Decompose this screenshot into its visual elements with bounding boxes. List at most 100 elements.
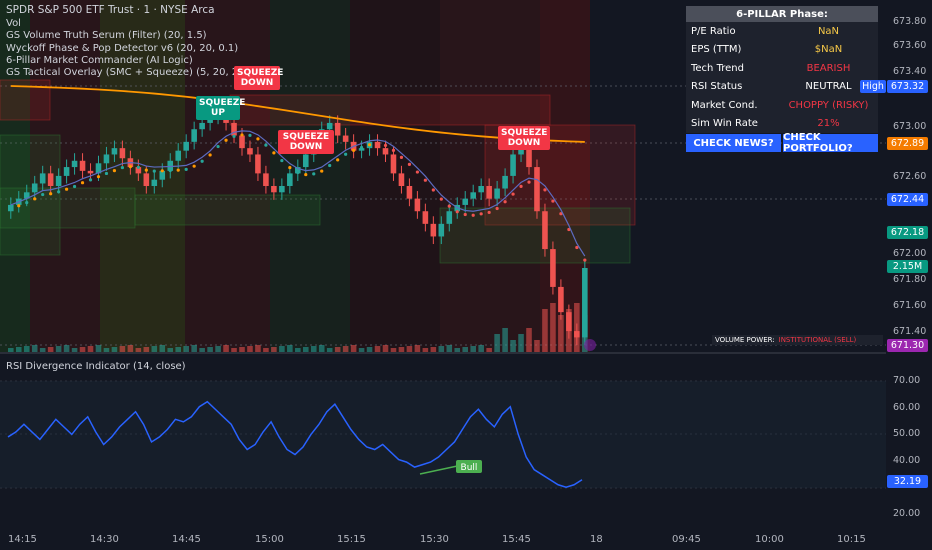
candle-body bbox=[382, 148, 389, 155]
trend-dot bbox=[543, 188, 547, 192]
pillar-row-value: $NaN bbox=[814, 44, 843, 56]
candle-body bbox=[143, 173, 150, 186]
volume-bar bbox=[454, 348, 461, 352]
trend-dot bbox=[320, 169, 324, 173]
candle-body bbox=[87, 170, 94, 174]
candle-body bbox=[486, 186, 492, 199]
sma-line bbox=[10, 130, 586, 257]
candle-body bbox=[159, 170, 166, 180]
price-tick-label: 673.60 bbox=[893, 40, 927, 51]
trend-dot bbox=[160, 169, 164, 173]
trend-dot bbox=[120, 165, 125, 170]
pillar-row-value: BEARISH bbox=[806, 62, 851, 74]
trend-dot bbox=[559, 212, 563, 216]
candle-body bbox=[239, 135, 245, 149]
volume-bar bbox=[406, 346, 413, 352]
trend-dot bbox=[479, 212, 483, 216]
check-portfolio-button[interactable]: CHECK PORTFOLIO? bbox=[783, 132, 878, 154]
check-news-button[interactable]: CHECK NEWS? bbox=[686, 134, 781, 152]
candle-body bbox=[119, 148, 126, 159]
volume-bar bbox=[414, 345, 421, 352]
volume-bar bbox=[271, 347, 277, 352]
volume-bar bbox=[231, 348, 237, 352]
volume-bar bbox=[183, 346, 189, 352]
trend-dot bbox=[336, 158, 340, 162]
market-phase-zone bbox=[270, 0, 350, 352]
time-tick-label: 15:15 bbox=[337, 534, 366, 545]
trend-dot bbox=[487, 210, 491, 215]
trend-dot bbox=[415, 170, 419, 174]
candle-body bbox=[23, 192, 30, 199]
trend-dot bbox=[447, 204, 451, 208]
trend-dot bbox=[344, 152, 348, 156]
candle-body bbox=[558, 286, 564, 313]
pillar-row: Market Cond. CHOPPY (RISKY) bbox=[686, 96, 878, 115]
candle-body bbox=[542, 211, 548, 250]
rsi-tick-label: 40.00 bbox=[893, 455, 921, 466]
candle-body bbox=[342, 135, 349, 142]
candle-body bbox=[398, 173, 405, 186]
trend-dot bbox=[256, 137, 260, 141]
volume-power-label: VOLUME POWER: bbox=[715, 336, 775, 344]
rsi-tick-label: 20.00 bbox=[893, 508, 921, 519]
pillar-row: Sim Win Rate 21% bbox=[686, 114, 878, 133]
candle-body bbox=[167, 160, 174, 171]
market-phase-zone bbox=[100, 0, 185, 352]
candle-body bbox=[470, 192, 476, 199]
price-marker-label: 673.32 bbox=[887, 80, 928, 93]
volume-bar bbox=[79, 347, 86, 352]
candle-body bbox=[247, 148, 253, 155]
candle-body bbox=[406, 186, 413, 199]
time-tick-label: 14:15 bbox=[8, 534, 37, 545]
volume-bar bbox=[31, 345, 38, 352]
volume-bar bbox=[494, 334, 500, 352]
candle-body bbox=[71, 160, 78, 168]
volume-bar bbox=[135, 348, 142, 352]
candle-body bbox=[390, 154, 397, 174]
indicator-legend-item[interactable]: GS Volume Truth Serum (Filter) (20, 1.5) bbox=[6, 30, 207, 42]
candle-body bbox=[39, 173, 46, 184]
panel-divider bbox=[0, 352, 886, 354]
candle-body bbox=[103, 154, 110, 164]
price-tick-label: 673.00 bbox=[893, 121, 927, 132]
trend-dot bbox=[455, 210, 459, 214]
market-phase-zone bbox=[540, 0, 590, 352]
indicator-legend-item[interactable]: GS Tactical Overlay (SMC + Squeeze) (5, … bbox=[6, 67, 265, 79]
volume-bar bbox=[207, 347, 213, 352]
price-marker-label: 672.89 bbox=[887, 137, 928, 150]
indicator-legend-item[interactable]: 6-Pillar Market Commander (AI Logic) bbox=[6, 54, 193, 66]
rsi-tick-label: 60.00 bbox=[893, 402, 921, 413]
volume-bar bbox=[422, 348, 429, 352]
volume-bar bbox=[342, 346, 349, 352]
trend-dot bbox=[104, 171, 109, 176]
candle-body bbox=[414, 198, 421, 212]
trend-dot bbox=[391, 148, 396, 152]
volume-bar bbox=[95, 345, 102, 352]
volume-bar bbox=[534, 340, 540, 352]
pillar-row-key: Tech Trend bbox=[691, 62, 744, 74]
lightning-icon bbox=[584, 339, 596, 351]
market-phase-zone bbox=[350, 0, 440, 352]
trend-dot bbox=[128, 164, 132, 169]
trend-dot bbox=[216, 144, 220, 149]
volume-bar bbox=[167, 348, 174, 352]
volume-bar bbox=[518, 334, 524, 352]
trend-dot bbox=[232, 134, 236, 138]
trend-dot bbox=[375, 142, 380, 146]
trend-dot bbox=[407, 162, 412, 166]
trend-dot bbox=[64, 187, 69, 191]
time-tick-label: 14:45 bbox=[172, 534, 201, 545]
volume-bar bbox=[175, 347, 182, 352]
indicator-legend-item[interactable]: Vol bbox=[6, 18, 21, 29]
bull-divergence-line bbox=[419, 464, 463, 475]
rsi-tick-label: 70.00 bbox=[893, 375, 921, 386]
candle-body bbox=[31, 183, 38, 193]
volume-bar bbox=[334, 347, 341, 352]
volume-bar bbox=[39, 348, 46, 352]
volume-bar bbox=[87, 346, 94, 352]
rsi-band bbox=[0, 381, 886, 488]
trend-dot bbox=[583, 258, 587, 262]
volume-power-readout: VOLUME POWER: INSTITUTIONAL (SELL) bbox=[712, 335, 883, 345]
indicator-legend-item[interactable]: Wyckoff Phase & Pop Detector v6 (20, 20,… bbox=[6, 42, 239, 54]
